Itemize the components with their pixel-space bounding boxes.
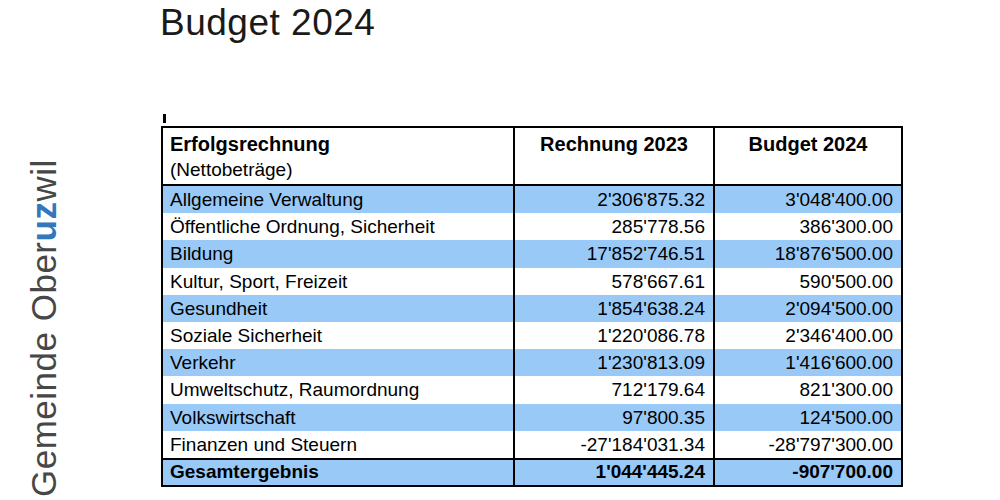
row-rechnung-2023: 1'220'086.78 [513,322,713,349]
total-label: Gesamtergebnis [163,460,513,485]
header-cell-budget-2024: Budget 2024 [713,128,901,184]
table-row: Finanzen und Steuern -27'184'031.34 -28'… [163,431,901,458]
row-rechnung-2023: 578'667.61 [513,268,713,295]
header-cell-erfolgsrechnung: Erfolgsrechnung (Nettobeträge) [163,128,513,184]
row-budget-2024: 3'048'400.00 [713,186,901,213]
budget-table: Erfolgsrechnung (Nettobeträge) Rechnung … [161,126,903,487]
registration-mark [163,114,166,123]
table-body: Allgemeine Verwaltung 2'306'875.32 3'048… [163,186,901,458]
row-budget-2024: 1'416'600.00 [713,349,901,376]
header-cell-rechnung-2023: Rechnung 2023 [513,128,713,184]
logo-text-prefix: Gemeinde Ober [24,241,63,497]
table-row: Volkswirtschaft 97'800.35 124'500.00 [163,404,901,431]
row-rechnung-2023: 2'306'875.32 [513,186,713,213]
row-budget-2024: 124'500.00 [713,404,901,431]
row-rechnung-2023: 97'800.35 [513,404,713,431]
header-title: Erfolgsrechnung [170,131,513,157]
row-label: Soziale Sicherheit [163,322,513,349]
municipality-logo: Gemeinde Oberuzwil [24,159,64,497]
row-label: Volkswirtschaft [163,404,513,431]
table-row: Öffentliche Ordnung, Sicherheit 285'778.… [163,213,901,240]
row-label: Finanzen und Steuern [163,431,513,458]
row-rechnung-2023: 1'230'813.09 [513,349,713,376]
row-budget-2024: 2'094'500.00 [713,295,901,322]
row-rechnung-2023: -27'184'031.34 [513,431,713,458]
table-header-row: Erfolgsrechnung (Nettobeträge) Rechnung … [163,128,901,186]
row-label: Gesundheit [163,295,513,322]
total-rechnung-2023: 1'044'445.24 [513,460,713,485]
row-label: Verkehr [163,349,513,376]
logo-text-highlight: uz [24,202,63,242]
row-label: Öffentliche Ordnung, Sicherheit [163,213,513,240]
table-row: Verkehr 1'230'813.09 1'416'600.00 [163,349,901,376]
table-row: Allgemeine Verwaltung 2'306'875.32 3'048… [163,186,901,213]
row-rechnung-2023: 17'852'746.51 [513,240,713,267]
logo-text-suffix: wil [24,159,63,201]
table-row: Umweltschutz, Raumordnung 712'179.64 821… [163,376,901,403]
row-rechnung-2023: 712'179.64 [513,376,713,403]
table-row: Kultur, Sport, Freizeit 578'667.61 590'5… [163,268,901,295]
table-row: Gesundheit 1'854'638.24 2'094'500.00 [163,295,901,322]
row-budget-2024: -28'797'300.00 [713,431,901,458]
row-label: Umweltschutz, Raumordnung [163,376,513,403]
row-budget-2024: 2'346'400.00 [713,322,901,349]
table-row: Soziale Sicherheit 1'220'086.78 2'346'40… [163,322,901,349]
header-subtitle: (Nettobeträge) [170,157,513,183]
row-budget-2024: 821'300.00 [713,376,901,403]
document-page: Gemeinde Oberuzwil Budget 2024 Erfolgsre… [0,0,1000,500]
row-budget-2024: 18'876'500.00 [713,240,901,267]
row-rechnung-2023: 1'854'638.24 [513,295,713,322]
row-budget-2024: 590'500.00 [713,268,901,295]
page-title: Budget 2024 [160,2,375,44]
row-label: Kultur, Sport, Freizeit [163,268,513,295]
row-label: Bildung [163,240,513,267]
row-budget-2024: 386'300.00 [713,213,901,240]
row-rechnung-2023: 285'778.56 [513,213,713,240]
table-total-row: Gesamtergebnis 1'044'445.24 -907'700.00 [163,458,901,485]
row-label: Allgemeine Verwaltung [163,186,513,213]
table-row: Bildung 17'852'746.51 18'876'500.00 [163,240,901,267]
total-budget-2024: -907'700.00 [713,460,901,485]
